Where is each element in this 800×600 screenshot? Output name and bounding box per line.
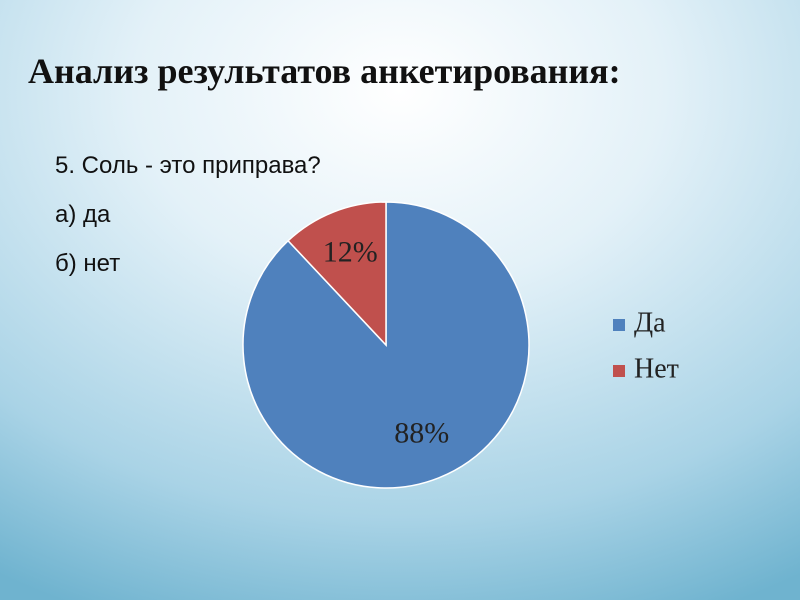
legend-swatch	[613, 319, 625, 331]
pie-slice	[242, 201, 530, 489]
slide-title: Анализ результатов анкетирования:	[28, 51, 621, 91]
legend-label: Нет	[634, 353, 679, 384]
text-line: б) нет	[55, 250, 120, 277]
pie-slice	[287, 201, 387, 347]
text-line: а) да	[55, 201, 111, 228]
data-label: 12%	[323, 235, 378, 268]
data-label: 88%	[394, 416, 449, 449]
legend-label: Да	[634, 307, 666, 338]
text-line: 5. Соль - это приправа?	[55, 152, 321, 179]
legend-swatch	[613, 365, 625, 377]
